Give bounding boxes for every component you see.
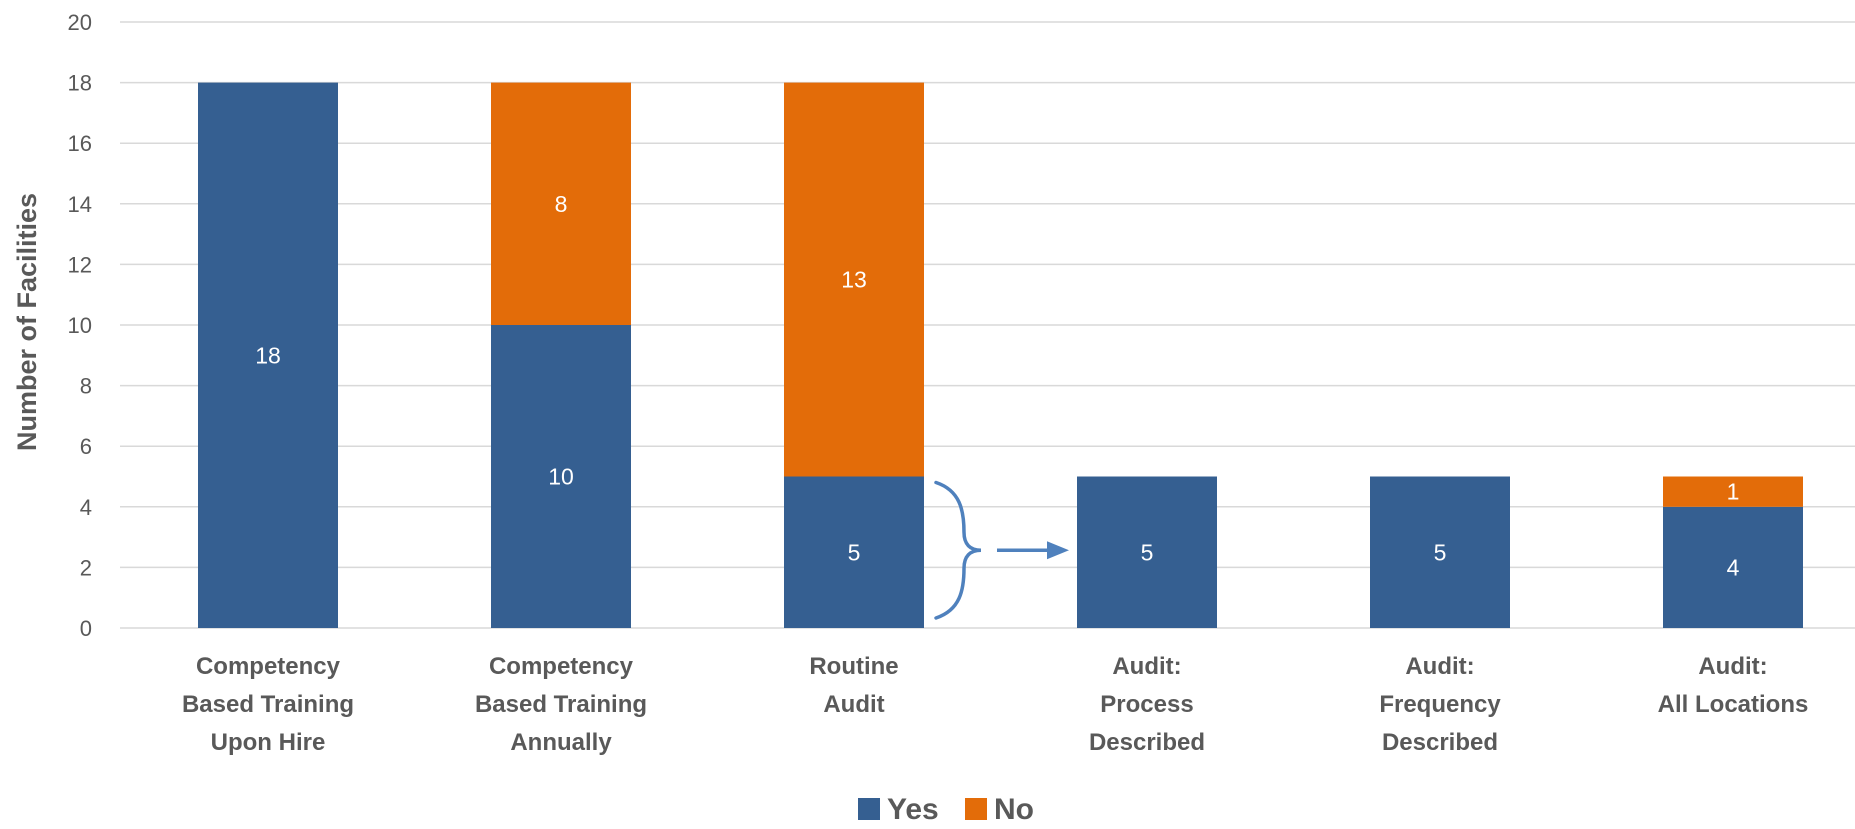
bar-no-2 bbox=[784, 82, 924, 477]
x-category-label: Routine Audit bbox=[809, 653, 898, 718]
bar-yes-5 bbox=[1663, 506, 1803, 628]
x-category-label: Audit: Process Described bbox=[1089, 653, 1205, 756]
bar-yes-1 bbox=[491, 325, 631, 628]
data-label: 4 bbox=[1727, 554, 1740, 580]
bar-no-1 bbox=[491, 82, 631, 325]
y-tick-label: 16 bbox=[68, 131, 92, 156]
x-category-label: Competency Based Training Upon Hire bbox=[182, 653, 354, 756]
bar-yes-3 bbox=[1077, 476, 1217, 628]
gridlines bbox=[120, 21, 1855, 629]
bar-no-5 bbox=[1663, 476, 1803, 507]
x-category-label: Competency Based Training Annually bbox=[475, 653, 647, 756]
y-axis-title: Number of Facilities bbox=[12, 193, 42, 451]
x-category-label: Audit: All Locations bbox=[1658, 653, 1809, 718]
data-labels: 18 10 8 5 13 5 5 4 1 bbox=[255, 191, 1739, 581]
y-tick-label: 18 bbox=[68, 71, 92, 96]
arrow-head-icon bbox=[1047, 541, 1069, 560]
annotations bbox=[934, 480, 1069, 620]
y-axis-ticks: 0 2 4 6 8 10 12 14 16 18 20 bbox=[68, 10, 92, 641]
y-tick-label: 20 bbox=[68, 10, 92, 35]
data-label: 5 bbox=[1434, 539, 1447, 565]
bar-yes-0 bbox=[198, 82, 338, 629]
data-label: 5 bbox=[848, 539, 861, 565]
legend: Yes No bbox=[858, 793, 1034, 826]
y-tick-label: 4 bbox=[80, 495, 92, 520]
bars bbox=[198, 82, 1803, 629]
y-tick-label: 8 bbox=[80, 374, 92, 399]
x-category-label: Audit: Frequency Described bbox=[1379, 653, 1501, 756]
bar-yes-2 bbox=[784, 476, 924, 628]
legend-label-yes: Yes bbox=[887, 793, 939, 824]
data-label: 10 bbox=[548, 464, 574, 490]
y-tick-label: 0 bbox=[80, 616, 92, 641]
data-label: 8 bbox=[555, 191, 568, 217]
x-axis-categories: Competency Based Training Upon Hire Compete… bbox=[182, 653, 1808, 756]
y-tick-label: 14 bbox=[68, 192, 92, 217]
bar-yes-4 bbox=[1370, 476, 1510, 628]
data-label: 1 bbox=[1727, 479, 1740, 505]
y-tick-label: 12 bbox=[68, 252, 92, 277]
legend-swatch-no bbox=[965, 798, 987, 820]
y-tick-label: 2 bbox=[80, 555, 92, 580]
data-label: 13 bbox=[841, 267, 867, 293]
data-label: 5 bbox=[1141, 539, 1154, 565]
legend-swatch-yes bbox=[858, 798, 880, 820]
y-tick-label: 6 bbox=[80, 434, 92, 459]
brace-annotation bbox=[934, 480, 982, 620]
data-label: 18 bbox=[255, 342, 281, 368]
legend-label-no: No bbox=[994, 793, 1034, 824]
y-tick-label: 10 bbox=[68, 313, 92, 338]
